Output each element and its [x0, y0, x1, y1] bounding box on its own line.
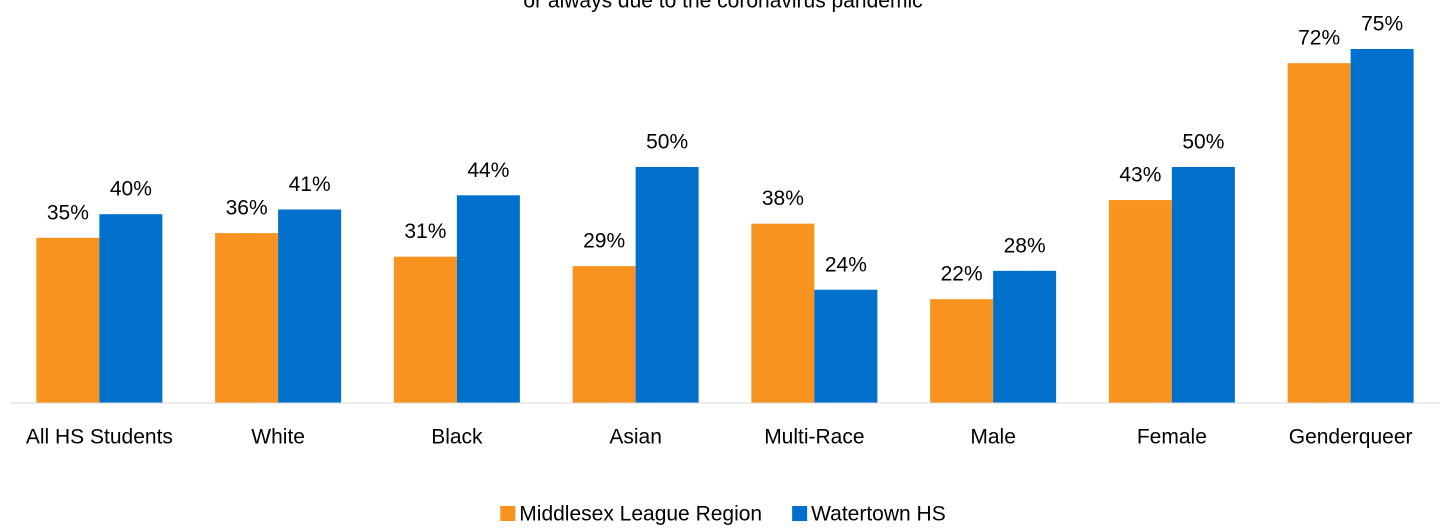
x-tick-label: All HS Students — [26, 426, 173, 449]
x-tick-label: Asian — [609, 426, 662, 449]
data-label: 43% — [1119, 164, 1161, 187]
data-label: 75% — [1361, 13, 1403, 36]
bar — [1287, 63, 1351, 403]
bar — [1171, 167, 1235, 403]
data-label: 36% — [226, 197, 268, 220]
legend-swatch — [500, 506, 516, 521]
data-label: 24% — [825, 253, 867, 276]
bar — [1350, 49, 1414, 403]
data-label: 50% — [646, 131, 688, 154]
data-label: 40% — [110, 178, 152, 201]
x-tick-label: Multi-Race — [764, 426, 864, 449]
bar — [993, 270, 1057, 403]
bar — [572, 266, 636, 403]
bar — [930, 299, 994, 403]
bar — [751, 223, 815, 403]
data-label: 50% — [1182, 131, 1224, 154]
bar — [1108, 200, 1172, 403]
bar — [456, 195, 520, 403]
legend-label: Watertown HS — [811, 503, 946, 526]
data-label: 38% — [762, 187, 804, 210]
legend-swatch — [792, 506, 808, 521]
chart-title: or always due to the coronavirus pandemi… — [523, 0, 922, 13]
x-tick-label: White — [251, 426, 305, 449]
data-label: 44% — [467, 159, 509, 182]
data-label: 22% — [941, 263, 983, 286]
legend-label: Middlesex League Region — [519, 503, 762, 526]
data-label: 35% — [47, 201, 89, 224]
bar — [635, 167, 699, 403]
data-label: 31% — [404, 220, 446, 243]
bar — [814, 289, 878, 403]
x-tick-label: Genderqueer — [1289, 426, 1413, 449]
data-label: 72% — [1298, 27, 1340, 50]
bar — [215, 233, 279, 403]
bar — [36, 237, 100, 403]
x-tick-label: Black — [431, 426, 483, 449]
data-label: 29% — [583, 230, 625, 253]
bar — [99, 214, 163, 403]
bar — [393, 256, 457, 403]
x-tick-label: Male — [970, 426, 1016, 449]
x-tick-label: Female — [1137, 426, 1207, 449]
data-label: 41% — [289, 173, 331, 196]
data-label: 28% — [1004, 234, 1046, 257]
bar — [278, 209, 342, 403]
